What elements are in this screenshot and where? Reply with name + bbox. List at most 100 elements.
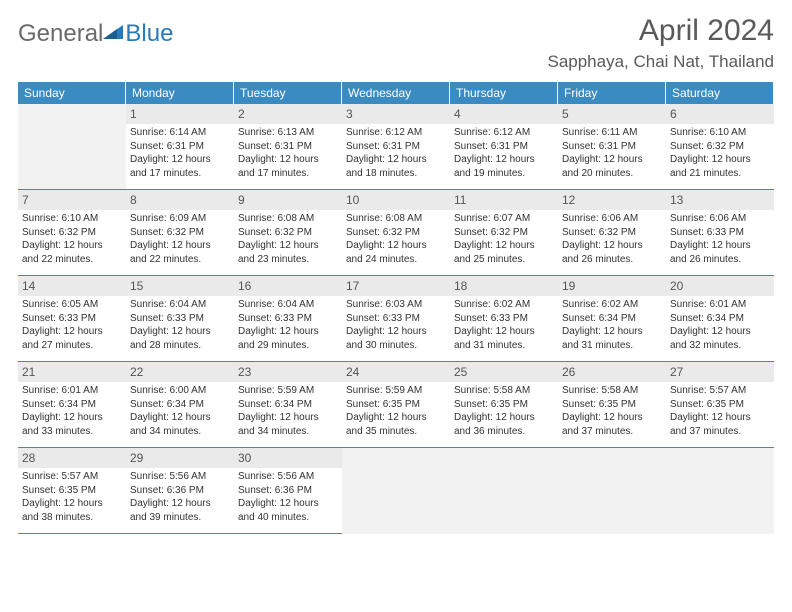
day-details: Sunrise: 5:59 AMSunset: 6:34 PMDaylight:… [234,382,342,442]
daylight-text: Daylight: 12 hours and 35 minutes. [346,411,446,438]
day-details: Sunrise: 5:57 AMSunset: 6:35 PMDaylight:… [18,468,126,528]
daylight-text: Daylight: 12 hours and 22 minutes. [22,239,122,266]
day-details: Sunrise: 6:13 AMSunset: 6:31 PMDaylight:… [234,124,342,184]
sunset-text: Sunset: 6:35 PM [22,484,122,498]
daylight-text: Daylight: 12 hours and 26 minutes. [562,239,662,266]
sunset-text: Sunset: 6:36 PM [238,484,338,498]
day-number: 22 [126,362,234,382]
sunset-text: Sunset: 6:31 PM [454,140,554,154]
sunset-text: Sunset: 6:33 PM [346,312,446,326]
day-details: Sunrise: 6:01 AMSunset: 6:34 PMDaylight:… [18,382,126,442]
sunset-text: Sunset: 6:35 PM [670,398,770,412]
calendar-cell: 25Sunrise: 5:58 AMSunset: 6:35 PMDayligh… [450,362,558,448]
day-details: Sunrise: 6:07 AMSunset: 6:32 PMDaylight:… [450,210,558,270]
sunrise-text: Sunrise: 6:03 AM [346,298,446,312]
day-details: Sunrise: 6:04 AMSunset: 6:33 PMDaylight:… [126,296,234,356]
sunrise-text: Sunrise: 6:12 AM [454,126,554,140]
sunrise-text: Sunrise: 6:01 AM [22,384,122,398]
sunset-text: Sunset: 6:34 PM [238,398,338,412]
calendar-cell: 16Sunrise: 6:04 AMSunset: 6:33 PMDayligh… [234,276,342,362]
day-details: Sunrise: 6:05 AMSunset: 6:33 PMDaylight:… [18,296,126,356]
daylight-text: Daylight: 12 hours and 39 minutes. [130,497,230,524]
day-number: 6 [666,104,774,124]
day-number: 9 [234,190,342,210]
daylight-text: Daylight: 12 hours and 23 minutes. [238,239,338,266]
daylight-text: Daylight: 12 hours and 24 minutes. [346,239,446,266]
sunset-text: Sunset: 6:32 PM [346,226,446,240]
day-number: 24 [342,362,450,382]
daylight-text: Daylight: 12 hours and 34 minutes. [130,411,230,438]
day-details: Sunrise: 6:12 AMSunset: 6:31 PMDaylight:… [342,124,450,184]
sunrise-text: Sunrise: 6:13 AM [238,126,338,140]
day-number: 19 [558,276,666,296]
day-number: 2 [234,104,342,124]
sunrise-text: Sunrise: 6:01 AM [670,298,770,312]
daylight-text: Daylight: 12 hours and 27 minutes. [22,325,122,352]
calendar-cell: 1Sunrise: 6:14 AMSunset: 6:31 PMDaylight… [126,104,234,190]
day-number: 21 [18,362,126,382]
daylight-text: Daylight: 12 hours and 33 minutes. [22,411,122,438]
daylight-text: Daylight: 12 hours and 40 minutes. [238,497,338,524]
daylight-text: Daylight: 12 hours and 17 minutes. [130,153,230,180]
calendar-cell: 27Sunrise: 5:57 AMSunset: 6:35 PMDayligh… [666,362,774,448]
sunrise-text: Sunrise: 6:08 AM [346,212,446,226]
calendar-cell: 18Sunrise: 6:02 AMSunset: 6:33 PMDayligh… [450,276,558,362]
sunset-text: Sunset: 6:32 PM [238,226,338,240]
calendar-cell: 23Sunrise: 5:59 AMSunset: 6:34 PMDayligh… [234,362,342,448]
sunset-text: Sunset: 6:33 PM [238,312,338,326]
sunset-text: Sunset: 6:32 PM [562,226,662,240]
sunrise-text: Sunrise: 6:08 AM [238,212,338,226]
day-details: Sunrise: 6:11 AMSunset: 6:31 PMDaylight:… [558,124,666,184]
title-block: April 2024 Sapphaya, Chai Nat, Thailand [547,14,774,72]
day-number: 1 [126,104,234,124]
sunset-text: Sunset: 6:35 PM [562,398,662,412]
daylight-text: Daylight: 12 hours and 31 minutes. [454,325,554,352]
sunrise-text: Sunrise: 6:12 AM [346,126,446,140]
day-number: 17 [342,276,450,296]
sunset-text: Sunset: 6:33 PM [130,312,230,326]
sunset-text: Sunset: 6:32 PM [22,226,122,240]
calendar-cell: 10Sunrise: 6:08 AMSunset: 6:32 PMDayligh… [342,190,450,276]
calendar-cell: 5Sunrise: 6:11 AMSunset: 6:31 PMDaylight… [558,104,666,190]
calendar-cell: 30Sunrise: 5:56 AMSunset: 6:36 PMDayligh… [234,448,342,534]
day-number: 29 [126,448,234,468]
calendar-cell: 2Sunrise: 6:13 AMSunset: 6:31 PMDaylight… [234,104,342,190]
day-details: Sunrise: 6:02 AMSunset: 6:33 PMDaylight:… [450,296,558,356]
sunrise-text: Sunrise: 6:11 AM [562,126,662,140]
calendar-cell: 21Sunrise: 6:01 AMSunset: 6:34 PMDayligh… [18,362,126,448]
day-details: Sunrise: 6:03 AMSunset: 6:33 PMDaylight:… [342,296,450,356]
daylight-text: Daylight: 12 hours and 19 minutes. [454,153,554,180]
sunrise-text: Sunrise: 5:57 AM [670,384,770,398]
sunrise-text: Sunrise: 6:00 AM [130,384,230,398]
location-text: Sapphaya, Chai Nat, Thailand [547,52,774,72]
day-number: 3 [342,104,450,124]
calendar-cell: 28Sunrise: 5:57 AMSunset: 6:35 PMDayligh… [18,448,126,534]
day-number: 11 [450,190,558,210]
day-number: 12 [558,190,666,210]
sunset-text: Sunset: 6:31 PM [238,140,338,154]
weekday-header: Saturday [666,82,774,104]
daylight-text: Daylight: 12 hours and 26 minutes. [670,239,770,266]
daylight-text: Daylight: 12 hours and 28 minutes. [130,325,230,352]
sunset-text: Sunset: 6:31 PM [562,140,662,154]
day-number: 4 [450,104,558,124]
sunrise-text: Sunrise: 5:56 AM [238,470,338,484]
sunset-text: Sunset: 6:31 PM [346,140,446,154]
sunrise-text: Sunrise: 6:02 AM [454,298,554,312]
sunrise-text: Sunrise: 6:04 AM [238,298,338,312]
day-number: 23 [234,362,342,382]
day-number: 20 [666,276,774,296]
sunrise-text: Sunrise: 6:06 AM [670,212,770,226]
day-details: Sunrise: 6:04 AMSunset: 6:33 PMDaylight:… [234,296,342,356]
day-details: Sunrise: 6:10 AMSunset: 6:32 PMDaylight:… [666,124,774,184]
weekday-header: Friday [558,82,666,104]
day-details: Sunrise: 5:57 AMSunset: 6:35 PMDaylight:… [666,382,774,442]
calendar-cell: 4 Sunrise: 6:12 AMSunset: 6:31 PMDaylight… [450,104,558,190]
sunset-text: Sunset: 6:34 PM [562,312,662,326]
sunset-text: Sunset: 6:35 PM [346,398,446,412]
day-details: Sunrise: 6:00 AMSunset: 6:34 PMDaylight:… [126,382,234,442]
day-details: Sunrise: 6:01 AMSunset: 6:34 PMDaylight:… [666,296,774,356]
calendar-cell: 6Sunrise: 6:10 AMSunset: 6:32 PMDaylight… [666,104,774,190]
calendar-cell: 20Sunrise: 6:01 AMSunset: 6:34 PMDayligh… [666,276,774,362]
triangle-icon [103,23,123,46]
